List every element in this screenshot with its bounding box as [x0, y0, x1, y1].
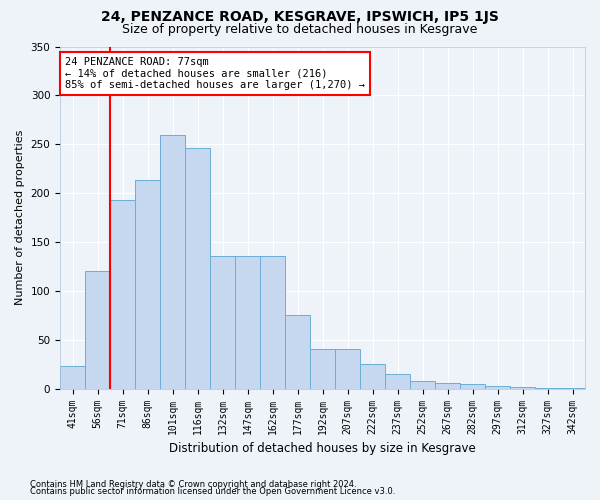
Text: Contains public sector information licensed under the Open Government Licence v3: Contains public sector information licen… — [30, 487, 395, 496]
Bar — [410, 381, 435, 388]
Bar — [235, 256, 260, 388]
Bar — [210, 256, 235, 388]
Bar — [310, 348, 335, 389]
Text: 24 PENZANCE ROAD: 77sqm
← 14% of detached houses are smaller (216)
85% of semi-d: 24 PENZANCE ROAD: 77sqm ← 14% of detache… — [65, 57, 365, 90]
Bar — [460, 384, 485, 388]
Bar — [60, 366, 85, 388]
Bar — [85, 272, 110, 388]
Bar — [510, 386, 535, 388]
Bar — [485, 386, 510, 388]
Bar — [285, 316, 310, 388]
Text: Contains HM Land Registry data © Crown copyright and database right 2024.: Contains HM Land Registry data © Crown c… — [30, 480, 356, 489]
Bar — [110, 200, 135, 388]
Bar — [360, 364, 385, 388]
Bar — [160, 136, 185, 388]
Text: 24, PENZANCE ROAD, KESGRAVE, IPSWICH, IP5 1JS: 24, PENZANCE ROAD, KESGRAVE, IPSWICH, IP… — [101, 10, 499, 24]
Bar — [135, 180, 160, 388]
Text: Size of property relative to detached houses in Kesgrave: Size of property relative to detached ho… — [122, 22, 478, 36]
X-axis label: Distribution of detached houses by size in Kesgrave: Distribution of detached houses by size … — [169, 442, 476, 455]
Bar — [185, 148, 210, 388]
Bar — [385, 374, 410, 388]
Bar — [260, 256, 285, 388]
Y-axis label: Number of detached properties: Number of detached properties — [15, 130, 25, 306]
Bar — [435, 383, 460, 388]
Bar — [335, 348, 360, 389]
